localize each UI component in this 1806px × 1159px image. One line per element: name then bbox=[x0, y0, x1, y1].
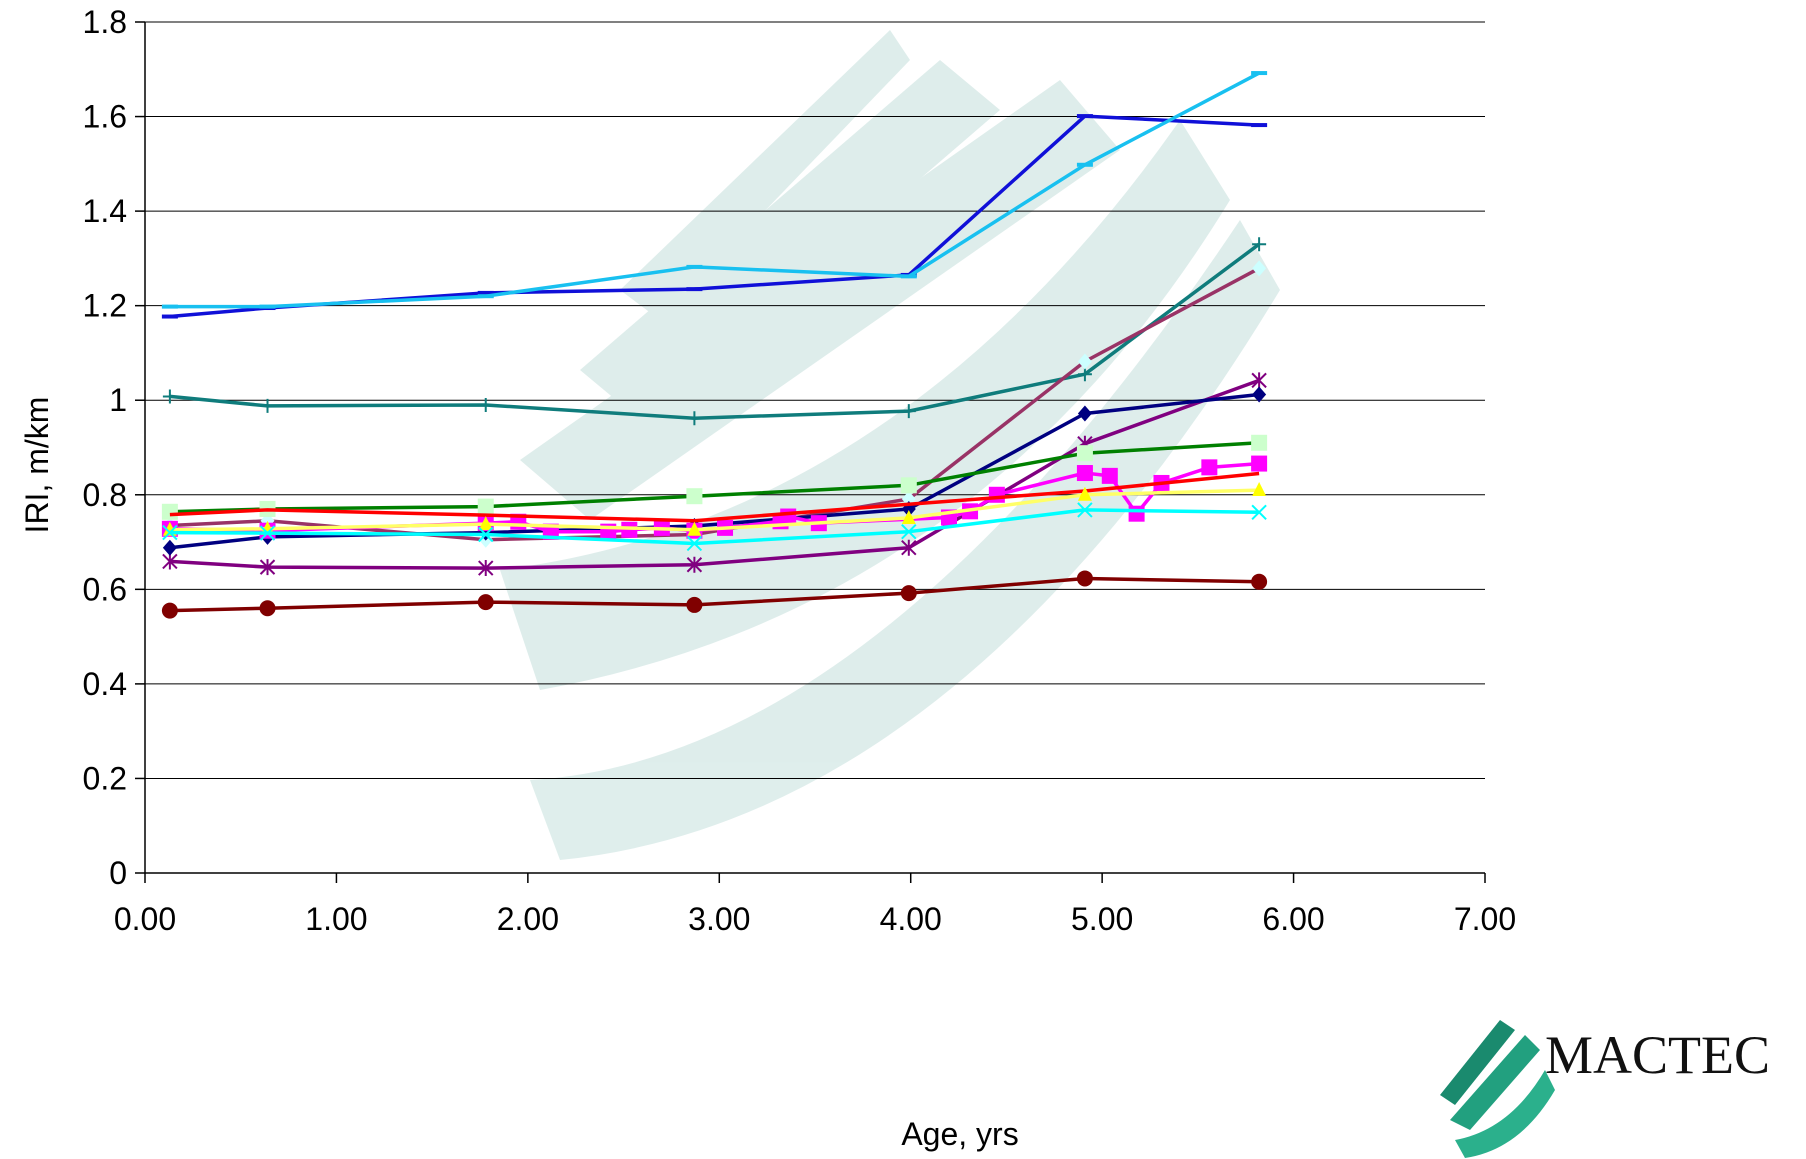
data-point bbox=[162, 524, 178, 541]
data-point bbox=[686, 488, 703, 505]
y-tick-label: 1.8 bbox=[83, 4, 127, 40]
data-point bbox=[901, 523, 917, 540]
data-point bbox=[1252, 482, 1267, 497]
data-point bbox=[900, 274, 917, 279]
data-point bbox=[1076, 465, 1093, 482]
data-point bbox=[259, 525, 276, 541]
data-point bbox=[687, 411, 702, 426]
data-point bbox=[1076, 162, 1093, 167]
x-tick-label: 5.00 bbox=[1071, 901, 1133, 937]
data-point bbox=[478, 560, 494, 577]
x-tick-label: 1.00 bbox=[305, 901, 367, 937]
data-point bbox=[162, 389, 177, 404]
data-point bbox=[901, 509, 916, 524]
data-point bbox=[161, 503, 178, 520]
x-axis-title: Age, yrs bbox=[901, 1116, 1018, 1152]
data-point bbox=[686, 596, 703, 613]
data-point bbox=[1076, 114, 1093, 119]
data-point bbox=[162, 539, 177, 556]
series-1 bbox=[161, 71, 1268, 309]
data-point bbox=[1252, 260, 1267, 277]
data-point bbox=[1251, 434, 1268, 451]
data-point bbox=[477, 498, 494, 515]
series-2 bbox=[162, 237, 1267, 426]
y-tick-label: 0 bbox=[109, 855, 127, 891]
y-tick-label: 1.2 bbox=[83, 288, 127, 324]
book-logo-icon bbox=[1440, 1020, 1555, 1158]
data-point bbox=[988, 486, 1005, 503]
data-point bbox=[1201, 459, 1218, 476]
data-point bbox=[478, 526, 494, 543]
data-point bbox=[686, 556, 703, 573]
data-point bbox=[687, 521, 702, 536]
data-point bbox=[478, 397, 493, 412]
data-point bbox=[1076, 570, 1093, 587]
series-9 bbox=[162, 482, 1267, 536]
data-point bbox=[1251, 123, 1268, 128]
data-point bbox=[686, 287, 703, 292]
data-point bbox=[686, 535, 703, 552]
data-point bbox=[900, 477, 917, 494]
y-tick-label: 0.8 bbox=[83, 477, 127, 513]
data-point bbox=[259, 600, 276, 617]
x-tick-label: 6.00 bbox=[1262, 901, 1324, 937]
axes bbox=[135, 21, 1486, 883]
tick-labels: 0 0.2 0.4 0.6 0.8 1 1.2 1.4 1.6 1.8 0.00 1.00 2.00 3.… bbox=[83, 4, 1517, 937]
logo-text: MACTEC bbox=[1545, 1025, 1770, 1085]
x-tick-label: 4.00 bbox=[880, 901, 942, 937]
data-point bbox=[161, 602, 178, 619]
data-point bbox=[1252, 237, 1267, 252]
data-point bbox=[901, 404, 916, 419]
mactec-logo: MACTEC bbox=[1440, 1020, 1770, 1158]
y-axis-title: IRI, m/km bbox=[19, 397, 55, 534]
data-point bbox=[1251, 71, 1268, 76]
series-layer bbox=[161, 71, 1268, 619]
data-point bbox=[162, 553, 178, 570]
data-point bbox=[1101, 467, 1118, 484]
data-point bbox=[1077, 486, 1092, 501]
data-point bbox=[1128, 505, 1145, 522]
data-point bbox=[901, 539, 917, 556]
data-point bbox=[259, 304, 276, 309]
data-point bbox=[1252, 386, 1267, 403]
data-point bbox=[260, 520, 275, 535]
data-point bbox=[1251, 372, 1267, 389]
gridlines bbox=[145, 21, 1485, 779]
data-point bbox=[1077, 502, 1093, 518]
y-tick-label: 1.6 bbox=[83, 99, 127, 135]
y-tick-label: 0.6 bbox=[83, 571, 127, 607]
data-point bbox=[1077, 367, 1092, 382]
data-point bbox=[477, 594, 494, 611]
series-10 bbox=[162, 502, 1267, 552]
data-point bbox=[477, 290, 494, 295]
data-point bbox=[161, 304, 178, 309]
series-4 bbox=[162, 372, 1267, 577]
data-point bbox=[161, 314, 178, 319]
y-tick-label: 1.4 bbox=[83, 193, 127, 229]
data-point bbox=[686, 264, 703, 269]
x-tick-label: 0.00 bbox=[114, 901, 176, 937]
data-point bbox=[900, 585, 917, 602]
data-point bbox=[477, 294, 494, 299]
data-point bbox=[1251, 455, 1268, 472]
data-point bbox=[1251, 573, 1268, 590]
data-point bbox=[780, 508, 797, 525]
series-11 bbox=[161, 570, 1268, 619]
y-tick-label: 0.4 bbox=[83, 666, 127, 702]
x-tick-label: 7.00 bbox=[1454, 901, 1516, 937]
data-point bbox=[260, 398, 275, 413]
y-tick-label: 1 bbox=[109, 382, 127, 418]
data-point bbox=[478, 516, 493, 531]
watermark-logo-icon bbox=[500, 30, 1280, 860]
data-point bbox=[1077, 353, 1092, 370]
x-tick-label: 2.00 bbox=[497, 901, 559, 937]
x-tick-label: 3.00 bbox=[688, 901, 750, 937]
y-tick-label: 0.2 bbox=[83, 760, 127, 796]
data-point bbox=[1076, 445, 1093, 462]
data-point bbox=[1077, 405, 1092, 422]
data-point bbox=[259, 559, 276, 576]
data-point bbox=[1251, 504, 1267, 520]
